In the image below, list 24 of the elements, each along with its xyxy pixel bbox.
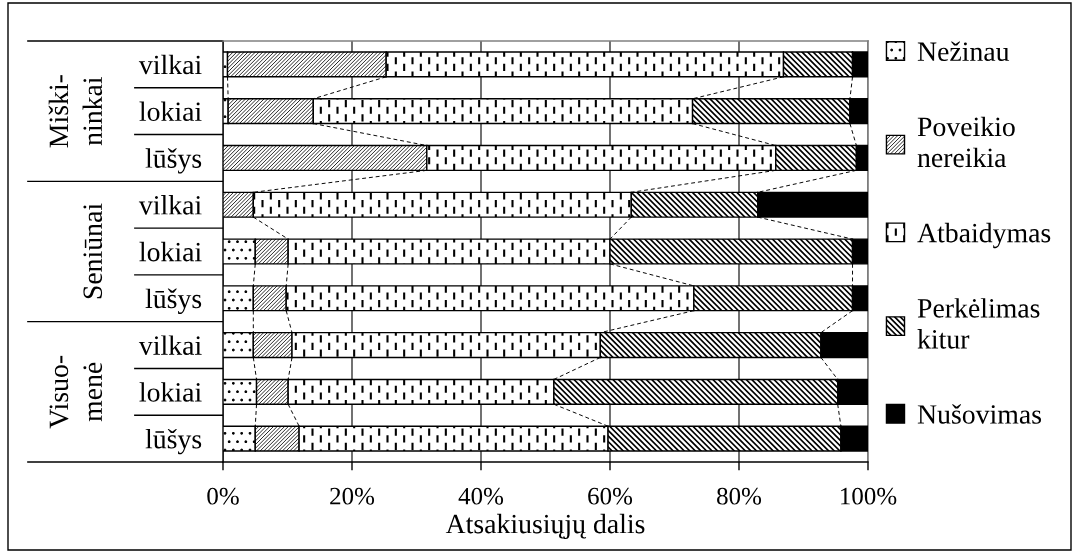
y-tick-label: lokiai (139, 382, 202, 402)
x-tick-label: 60% (588, 487, 633, 505)
text: Seniūnai (83, 203, 103, 299)
y-tick-label: lokiai (139, 101, 202, 122)
y-tick-label: lūšys (145, 148, 202, 174)
text: Visuo- menė (49, 355, 103, 429)
x-tick-label: 40% (458, 487, 504, 505)
y-tick-label: vilkai (138, 54, 202, 75)
x-tick-label: 80% (717, 487, 762, 505)
y-tick-label: vilkai (138, 335, 202, 355)
x-axis-title: Atsakiusiųjų dalis (445, 513, 645, 540)
legend-label: Nežinau (917, 41, 1010, 62)
x-tick-label: 100% (841, 487, 897, 505)
legend-label: Nušovimas (917, 404, 1042, 424)
y-tick-label: lūšys (145, 288, 202, 314)
x-tick-label: 20% (330, 487, 375, 505)
x-tick-label: 0% (207, 487, 239, 505)
y-tick-label: lokiai (139, 241, 202, 262)
text: Miški- ninkai (48, 75, 103, 148)
y-tick-label: lūšys (145, 428, 202, 455)
legend-label: Poveikio nereikia (917, 116, 1015, 168)
legend-label: Perkėlimas kitur (917, 298, 1040, 349)
y-tick-label: vilkai (138, 195, 202, 215)
legend-label: Atbaidymas (917, 222, 1051, 249)
